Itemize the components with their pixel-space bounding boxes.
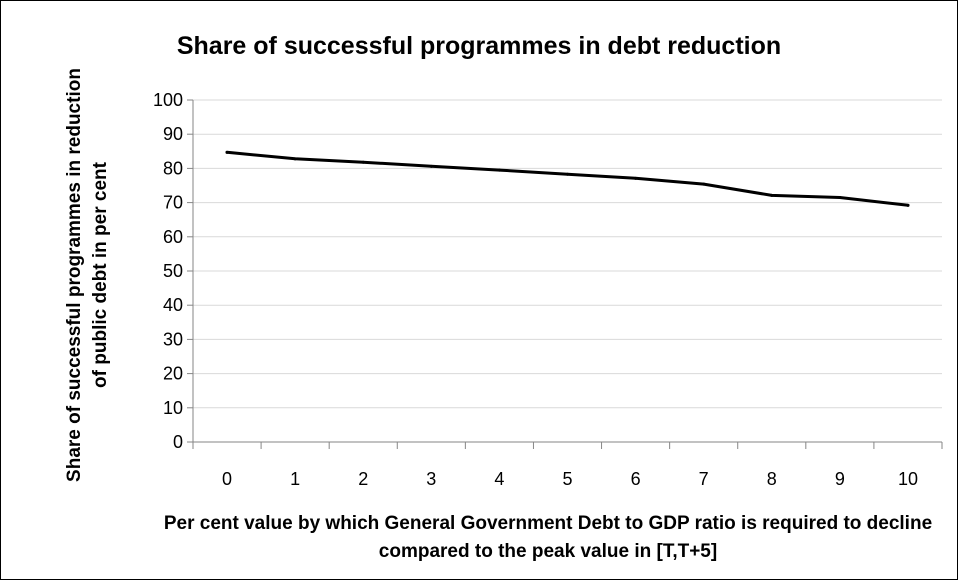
y-tick-label: 50 (163, 261, 183, 281)
x-tick-label: 4 (494, 469, 504, 489)
series (225, 150, 910, 207)
data-point (702, 182, 706, 186)
data-point (497, 168, 501, 172)
data-point (906, 203, 910, 207)
gridlines (193, 99, 942, 409)
data-point (429, 164, 433, 168)
y-tick-label: 90 (163, 124, 183, 144)
y-tick-label: 30 (163, 329, 183, 349)
data-point (634, 176, 638, 180)
data-point (293, 157, 297, 161)
axes (187, 99, 943, 449)
y-tick-labels: 0 10 20 30 40 50 60 70 80 90 100 (153, 90, 183, 452)
x-tick-label: 0 (222, 469, 232, 489)
data-point (225, 150, 229, 154)
x-tick-label: 3 (426, 469, 436, 489)
x-tick-label: 2 (358, 469, 368, 489)
x-tick-label: 6 (631, 469, 641, 489)
x-tick-label: 5 (562, 469, 572, 489)
x-tick-label: 8 (767, 469, 777, 489)
y-tick-label: 10 (163, 398, 183, 418)
series-line-0 (225, 150, 910, 207)
y-tick-label: 80 (163, 158, 183, 178)
x-tick-label: 10 (898, 469, 918, 489)
x-axis-label: Per cent value by which General Governme… (163, 513, 933, 562)
y-tick-label: 60 (163, 227, 183, 247)
data-point (361, 160, 365, 164)
y-tick-label: 20 (163, 364, 183, 384)
x-tick-label: 1 (290, 469, 300, 489)
data-point (770, 193, 774, 197)
x-tick-labels: 0 1 2 3 4 5 6 7 8 9 10 (222, 469, 918, 489)
data-point (566, 172, 569, 176)
data-point (838, 195, 842, 199)
y-tick-label: 100 (153, 90, 183, 110)
x-tick-label: 9 (835, 469, 845, 489)
y-tick-label: 0 (173, 432, 183, 452)
chart-title: Share of successful programmes in debt r… (176, 32, 782, 60)
y-tick-label: 40 (163, 295, 183, 315)
y-tick-label: 70 (163, 193, 183, 213)
x-tick-label: 7 (699, 469, 709, 489)
